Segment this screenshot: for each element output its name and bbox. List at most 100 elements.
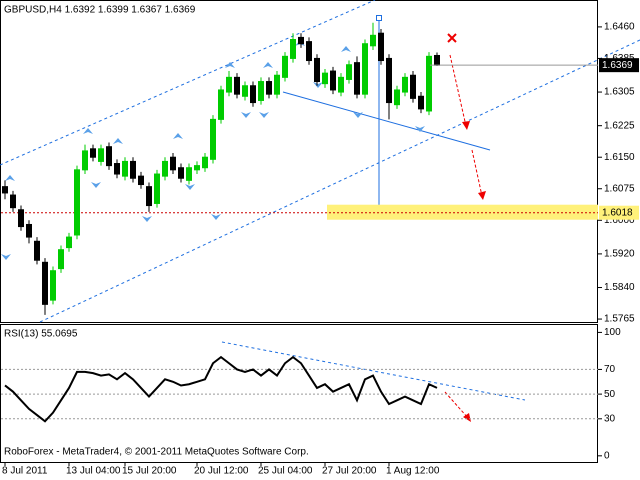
candle-body xyxy=(210,118,216,160)
candle-body xyxy=(90,148,96,158)
candle-body xyxy=(186,167,192,181)
y-tick-label: 1.6150 xyxy=(604,152,635,163)
candle-body xyxy=(66,236,72,249)
price-panel xyxy=(0,0,598,323)
fractal xyxy=(185,184,195,190)
x-tick-label: 25 Jul 04:00 xyxy=(258,466,313,477)
candle-body xyxy=(322,72,328,85)
fractal xyxy=(259,112,269,118)
x-tick-label: 1 Aug 12:00 xyxy=(386,466,440,477)
target-badge xyxy=(599,205,639,220)
candle-body xyxy=(306,41,312,62)
fractal xyxy=(415,126,425,132)
fractal xyxy=(341,46,351,52)
candle-body xyxy=(114,163,120,175)
fractal xyxy=(91,182,101,188)
y-tick-label: 70 xyxy=(604,364,616,375)
fractal xyxy=(263,62,273,68)
candle-body xyxy=(98,148,104,162)
arrowhead xyxy=(462,121,470,130)
candle-body xyxy=(18,209,24,228)
candle-body xyxy=(378,32,384,62)
candle-body xyxy=(122,160,128,177)
fractal xyxy=(113,138,123,144)
arrowhead xyxy=(463,413,471,422)
fractal xyxy=(142,216,152,222)
rsi-line xyxy=(4,355,438,423)
candle-body xyxy=(290,39,296,59)
y-tick-label: 1.6460 xyxy=(604,22,635,33)
candle-body xyxy=(50,270,56,301)
candle-body xyxy=(426,55,432,112)
candle-body xyxy=(362,43,368,95)
candle-body xyxy=(202,156,208,169)
candle-body xyxy=(394,89,400,106)
candle-body xyxy=(146,186,152,207)
current-price-label: 1.6369 xyxy=(602,60,633,71)
forecast-arrow xyxy=(471,149,483,197)
fractal xyxy=(173,133,183,139)
y-tick-label: 1.6075 xyxy=(604,183,635,194)
x-tick-label: 8 Jul 2011 xyxy=(2,466,48,477)
candle-body xyxy=(338,76,344,93)
candle-body xyxy=(178,167,184,179)
candle-body xyxy=(266,81,272,95)
candle-body xyxy=(354,62,360,95)
y-tick-label: 30 xyxy=(604,413,616,424)
x-tick-label: 15 Jul 20:00 xyxy=(122,466,177,477)
y-tick-label: 100 xyxy=(604,327,621,338)
candle-body xyxy=(82,150,88,171)
rsi-panel xyxy=(0,324,598,463)
fractal xyxy=(5,175,15,181)
fractal xyxy=(83,128,93,134)
candle-body xyxy=(138,175,144,186)
y-tick-label: 0 xyxy=(604,450,610,461)
fractal xyxy=(313,82,323,88)
chart-title: GBPUSD,H4 1.6392 1.6399 1.6367 1.6369 xyxy=(4,5,196,16)
candle-body xyxy=(370,34,376,47)
candle-body xyxy=(130,160,136,179)
y-tick-label: 1.5840 xyxy=(604,282,635,293)
channel-upper xyxy=(0,0,376,166)
footer: RoboForex - MetaTrader4, © 2001-2011 Met… xyxy=(4,447,309,458)
y-tick-label: 1.5765 xyxy=(604,314,635,325)
forecast-arrow xyxy=(444,391,469,419)
current-badge xyxy=(599,58,639,73)
forecast-arrow xyxy=(449,54,467,127)
candle-body xyxy=(234,76,240,95)
fractal xyxy=(353,112,363,118)
candle-body xyxy=(298,36,304,45)
candle-body xyxy=(226,76,232,93)
handle xyxy=(376,15,382,21)
y-tick-label: 1.6225 xyxy=(604,120,635,131)
rsi-label: RSI(13) 55.0695 xyxy=(4,329,78,340)
candle-body xyxy=(154,173,160,204)
y-tick-label: 1.6305 xyxy=(604,87,635,98)
candle-body xyxy=(386,57,392,104)
support-line xyxy=(282,91,491,151)
x-tick-label: 20 Jul 12:00 xyxy=(194,466,249,477)
x-tick-label: 27 Jul 20:00 xyxy=(322,466,377,477)
fractal xyxy=(241,112,251,118)
channel-lower xyxy=(39,39,640,323)
candle-body xyxy=(162,160,168,177)
target-label: 1.6018 xyxy=(602,207,633,218)
candle-body xyxy=(282,55,288,78)
candle-body xyxy=(106,146,112,167)
candle-body xyxy=(314,57,320,83)
cross xyxy=(447,33,457,43)
candle-body xyxy=(258,81,264,101)
candle-body xyxy=(242,85,248,97)
candle-body xyxy=(2,186,8,194)
candle-body xyxy=(170,156,176,171)
candle-body xyxy=(10,194,16,209)
candle-body xyxy=(346,64,352,80)
candle-body xyxy=(26,223,32,238)
candle-body xyxy=(34,240,40,261)
y-tick-label: 1.6000 xyxy=(604,215,635,226)
candle-body xyxy=(274,74,280,95)
fractal xyxy=(1,254,11,260)
candle-body xyxy=(402,76,408,93)
candle-body xyxy=(434,54,440,66)
candle-body xyxy=(58,249,64,270)
